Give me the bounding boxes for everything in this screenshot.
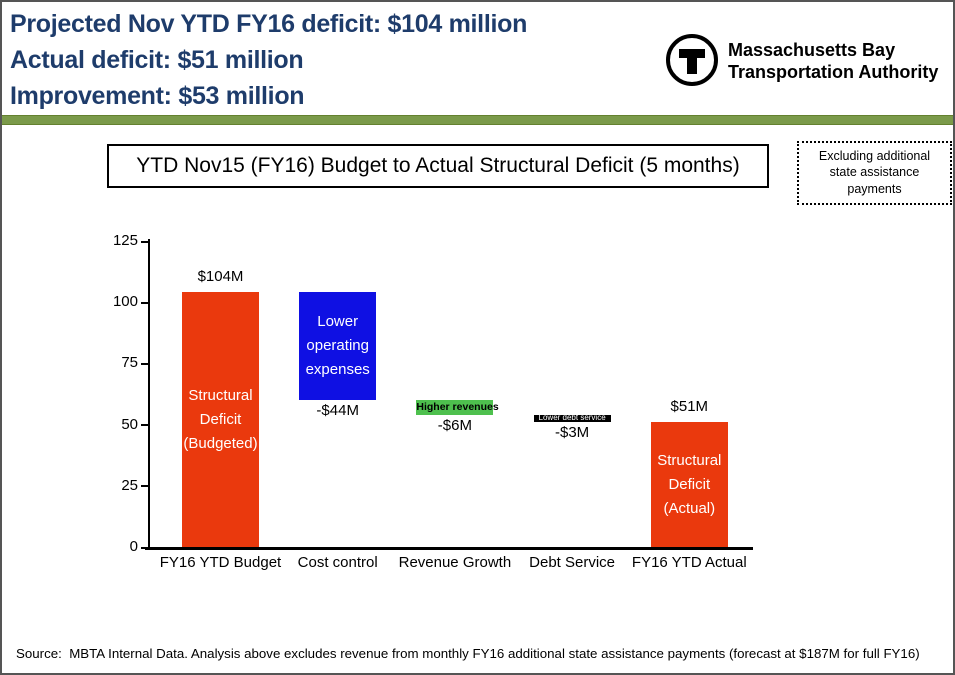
y-tick-mark-100 <box>141 301 148 304</box>
y-tick-mark-75 <box>141 362 148 365</box>
y-tick-label-50: 50 <box>121 415 138 433</box>
bar-fy16-ytd-actual: Structural Deficit (Actual) <box>650 422 728 547</box>
y-tick-label-100: 100 <box>112 293 138 311</box>
bar-value-debt-service: -$3M <box>555 424 590 442</box>
bar-value-fy16-ytd-budget: $104M <box>197 268 244 286</box>
header-improvement: Improvement: $53 million <box>10 82 305 110</box>
header-actual-deficit: Actual deficit: $51 million <box>10 46 304 74</box>
bar-inside-label-revenue-growth: Higher revenues <box>416 401 499 414</box>
bar-value-fy16-ytd-actual: $51M <box>670 398 709 416</box>
x-category-fy16-ytd-budget: FY16 YTD Budget <box>159 554 282 571</box>
footnotes: Source: MBTA Internal Data. Analysis abo… <box>16 610 948 673</box>
mbta-t-icon <box>666 34 718 86</box>
bar-fy16-ytd-budget: Structural Deficit (Budgeted) <box>182 292 259 547</box>
bar-value-revenue-growth: -$6M <box>437 416 472 434</box>
source-note: Source: MBTA Internal Data. Analysis abo… <box>16 646 920 662</box>
y-tick-label-75: 75 <box>121 354 138 372</box>
y-tick-label-0: 0 <box>129 538 138 555</box>
y-tick-label-125: 125 <box>112 232 138 249</box>
bar-inside-label-fy16-ytd-budget: Structural Deficit (Budgeted) <box>183 386 258 452</box>
x-axis-line <box>145 547 753 550</box>
y-tick-mark-25 <box>141 485 148 488</box>
chart-title: YTD Nov15 (FY16) Budget to Actual Struct… <box>107 144 769 188</box>
header-summary: Projected Nov YTD FY16 deficit: $104 mil… <box>10 6 650 114</box>
x-category-revenue-growth: Revenue Growth <box>398 554 512 571</box>
y-axis-line <box>148 239 150 550</box>
mbta-org-line1: Massachusetts Bay <box>728 40 896 60</box>
exclusion-note: Excluding additional state assistance pa… <box>797 141 952 205</box>
bar-inside-label-debt-service: Lower debt service <box>538 413 606 423</box>
x-category-cost-control: Cost control <box>297 554 378 571</box>
bar-inside-label-fy16-ytd-actual: Structural Deficit (Actual) <box>657 451 722 517</box>
x-category-debt-service: Debt Service <box>529 554 616 571</box>
green-divider <box>2 115 953 125</box>
mbta-org-line2: Transportation Authority <box>728 62 939 82</box>
waterfall-chart: 0 25 50 75 100 125 Structural Deficit (Budgete… <box>113 232 753 571</box>
bar-debt-service: Lower debt service <box>533 413 611 423</box>
y-tick-mark-50 <box>141 424 148 427</box>
x-category-fy16-ytd-actual: FY16 YTD Actual <box>631 554 747 571</box>
bar-revenue-growth: Higher revenues <box>416 400 499 415</box>
mbta-org-name: Massachusetts Bay Transportation Authori… <box>728 39 938 83</box>
y-tick-label-25: 25 <box>121 476 138 494</box>
y-tick-mark-0 <box>141 546 148 549</box>
header-projected-deficit: Projected Nov YTD FY16 deficit: $104 mil… <box>10 10 528 38</box>
mbta-logo: Massachusetts Bay Transportation Authori… <box>662 32 953 90</box>
bar-inside-label-cost-control: Lower operating expenses <box>305 313 370 379</box>
bar-cost-control: Lower operating expenses <box>299 292 377 401</box>
bar-value-cost-control: -$44M <box>316 402 359 420</box>
y-tick-mark-125 <box>141 240 148 243</box>
